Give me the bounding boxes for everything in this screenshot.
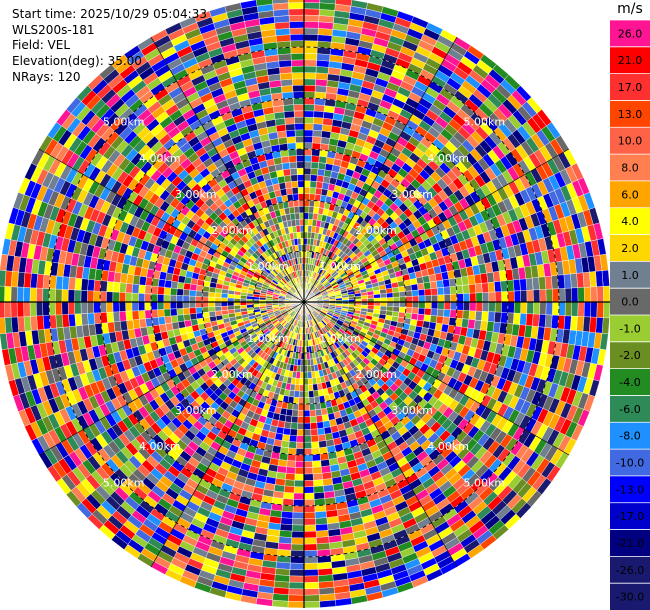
range-ring-label: 5.00km bbox=[464, 116, 506, 129]
azimuth-spoke bbox=[303, 36, 458, 303]
colorbar-tick-label: 4.0 bbox=[621, 215, 639, 228]
range-ring-label: 1.00km bbox=[319, 260, 361, 273]
colorbar-swatch bbox=[610, 154, 650, 182]
nrays-label: NRays: 120 bbox=[12, 70, 81, 84]
range-ring-label: 3.00km bbox=[391, 188, 433, 201]
range-ring-label: 3.00km bbox=[391, 404, 433, 417]
azimuth-spoke bbox=[303, 148, 570, 303]
azimuth-spoke bbox=[38, 301, 305, 456]
range-ring-label: 2.00km bbox=[211, 224, 253, 237]
colorbar-swatch bbox=[610, 46, 650, 75]
colorbar-tick-label: -1.0 bbox=[619, 322, 640, 335]
colorbar-tick-label: 13.0 bbox=[618, 108, 643, 121]
colorbar-tick-label: 6.0 bbox=[621, 188, 639, 201]
range-ring-label: 5.00km bbox=[103, 476, 145, 489]
colorbar-tick-label: 10.0 bbox=[618, 135, 643, 148]
azimuth-spoke bbox=[303, 301, 570, 456]
colorbar-swatch bbox=[610, 395, 650, 423]
colorbar-swatch bbox=[610, 100, 650, 128]
range-ring-label: 4.00km bbox=[139, 152, 181, 165]
range-ring-label: 4.00km bbox=[427, 440, 469, 453]
colorbar-swatch bbox=[610, 368, 650, 396]
colorbar-swatch bbox=[610, 341, 650, 370]
colorbar-tick-label: 21.0 bbox=[618, 54, 643, 67]
colorbar-swatch bbox=[610, 315, 650, 343]
colorbar-unit: m/s bbox=[617, 1, 643, 17]
range-ring-label: 3.00km bbox=[175, 404, 217, 417]
colorbar-swatch bbox=[610, 73, 650, 101]
range-ring-label: 2.00km bbox=[355, 368, 397, 381]
colorbar-swatch bbox=[610, 261, 650, 289]
range-ring-label: 1.00km bbox=[247, 260, 289, 273]
range-ring-label: 5.00km bbox=[464, 476, 506, 489]
colorbar-tick-label: -30.0 bbox=[616, 591, 644, 604]
colorbar-tick-label: 2.0 bbox=[621, 242, 639, 255]
range-ring-label: 1.00km bbox=[247, 332, 289, 345]
field-label: Field: VEL bbox=[12, 38, 71, 52]
colorbar-tick-label: -13.0 bbox=[616, 483, 644, 496]
range-ring-label: 2.00km bbox=[355, 224, 397, 237]
colorbar: 26.0 21.0 17.0 13.0 10.0 8.0 6.0 4.0 2.0 1.0 0.0 -1… bbox=[610, 20, 650, 610]
azimuth-spoke bbox=[38, 148, 305, 303]
colorbar-swatch bbox=[610, 180, 650, 209]
colorbar-swatch bbox=[610, 422, 650, 450]
colorbar-swatch bbox=[610, 207, 650, 236]
colorbar-swatch bbox=[610, 288, 650, 316]
colorbar-tick-label: 8.0 bbox=[621, 162, 639, 175]
colorbar-tick-label: -8.0 bbox=[619, 430, 640, 443]
colorbar-tick-label: -17.0 bbox=[616, 510, 644, 523]
range-ring-label: 4.00km bbox=[427, 152, 469, 165]
azimuth-spoke bbox=[150, 301, 305, 568]
range-ring-label: 4.00km bbox=[139, 440, 181, 453]
colorbar-swatch bbox=[610, 529, 650, 557]
colorbar-tick-label: -4.0 bbox=[619, 376, 640, 389]
colorbar-swatch bbox=[610, 234, 650, 262]
azimuth-spoke bbox=[303, 301, 458, 568]
range-ring-labels: 1.00km 1.00km 1.00km 1.00km 2.00km 2.00km 2.00… bbox=[103, 116, 505, 490]
colorbar-tick-label: -10.0 bbox=[616, 457, 644, 470]
colorbar-swatch bbox=[610, 20, 650, 48]
colorbar-swatch bbox=[610, 502, 650, 531]
colorbar-swatch bbox=[610, 475, 650, 504]
colorbar-tick-label: -26.0 bbox=[616, 564, 644, 577]
elevation-label: Elevation(deg): 35.00 bbox=[12, 54, 142, 68]
range-ring-label: 3.00km bbox=[175, 188, 217, 201]
colorbar-swatch bbox=[610, 449, 650, 477]
colorbar-swatch bbox=[610, 556, 650, 584]
colorbar-swatch bbox=[610, 583, 650, 610]
range-grid bbox=[0, 0, 610, 608]
azimuth-spoke bbox=[150, 36, 305, 303]
colorbar-tick-label: -2.0 bbox=[619, 349, 640, 362]
colorbar-tick-label: -21.0 bbox=[616, 537, 644, 550]
instrument-label: WLS200s-181 bbox=[12, 23, 95, 37]
colorbar-tick-label: 1.0 bbox=[621, 269, 639, 282]
colorbar-swatch bbox=[610, 127, 650, 155]
start-time-label: Start time: 2025/10/29 05:04:33 bbox=[12, 7, 207, 21]
range-ring-label: 1.00km bbox=[319, 332, 361, 345]
colorbar-tick-label: 26.0 bbox=[618, 27, 643, 40]
ppi-plot: 1.00km 1.00km 1.00km 1.00km 2.00km 2.00km 2.00… bbox=[0, 0, 610, 609]
range-ring-label: 2.00km bbox=[211, 368, 253, 381]
colorbar-tick-label: -6.0 bbox=[619, 403, 640, 416]
colorbar-tick-label: 17.0 bbox=[618, 81, 643, 94]
colorbar-tick-label: 0.0 bbox=[621, 296, 639, 309]
range-ring-label: 5.00km bbox=[103, 116, 145, 129]
